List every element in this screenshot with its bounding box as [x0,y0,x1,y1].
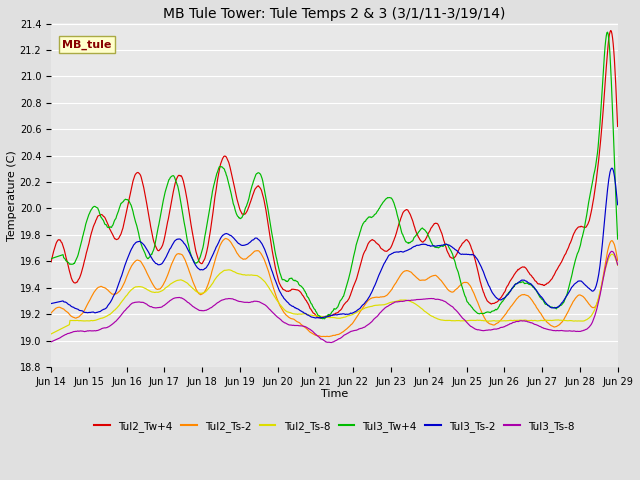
Text: MB_tule: MB_tule [63,39,112,50]
X-axis label: Time: Time [321,389,348,399]
Title: MB Tule Tower: Tule Temps 2 & 3 (3/1/11-3/19/14): MB Tule Tower: Tule Temps 2 & 3 (3/1/11-… [163,7,506,21]
Legend: Tul2_Tw+4, Tul2_Ts-2, Tul2_Ts-8, Tul3_Tw+4, Tul3_Ts-2, Tul3_Ts-8: Tul2_Tw+4, Tul2_Ts-2, Tul2_Ts-8, Tul3_Tw… [90,417,579,436]
Y-axis label: Temperature (C): Temperature (C) [7,150,17,240]
